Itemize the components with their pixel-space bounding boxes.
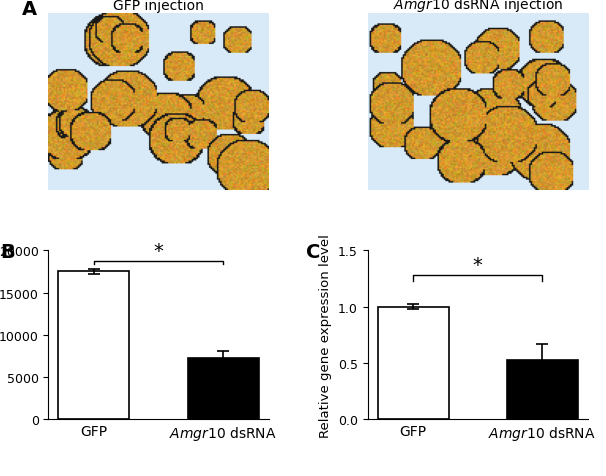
Y-axis label: Relative gene expression level: Relative gene expression level — [319, 233, 333, 436]
Text: B: B — [0, 242, 15, 261]
Bar — [188, 358, 259, 419]
Text: *: * — [473, 256, 483, 275]
Title: GFP injection: GFP injection — [113, 0, 204, 13]
Bar — [507, 361, 578, 419]
Text: C: C — [306, 242, 321, 261]
Bar — [378, 307, 448, 419]
Bar — [59, 272, 130, 419]
Text: A: A — [22, 0, 37, 19]
Text: *: * — [153, 241, 164, 260]
Title: $\it{Amgr10}$ dsRNA injection: $\it{Amgr10}$ dsRNA injection — [393, 0, 563, 14]
